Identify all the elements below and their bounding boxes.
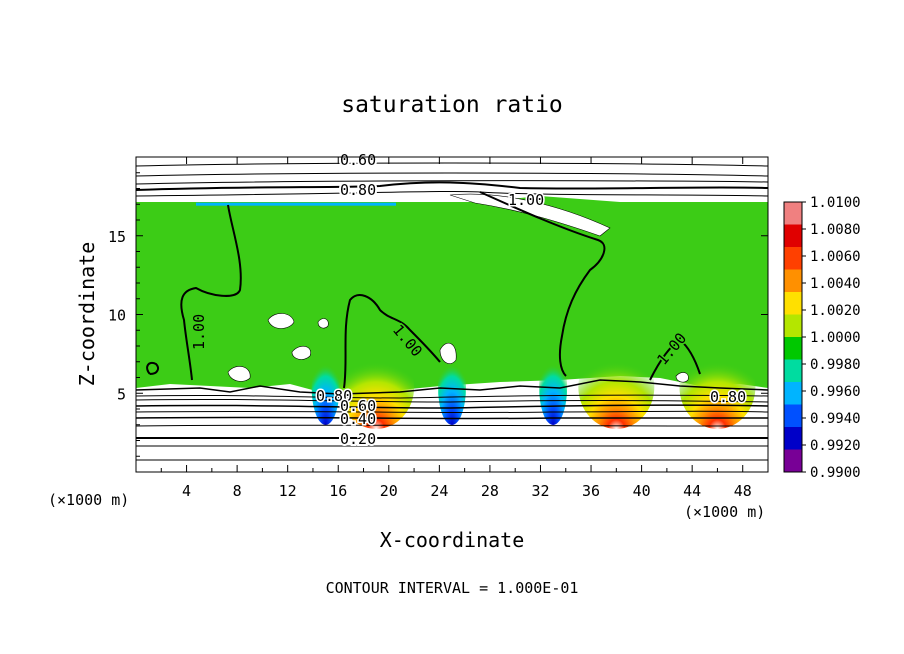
x-unit-label-left: (×1000 m) [48, 491, 129, 509]
colorbar-label-1.0040: 1.0040 [810, 276, 861, 292]
colorbar-label-0.9900: 0.9900 [810, 465, 861, 481]
x-tick-label-44: 44 [683, 482, 701, 500]
contour-label-0.80-low: 0.80 [316, 387, 352, 405]
colorbar-label-0.9940: 0.9940 [810, 411, 861, 427]
colorbar-swatch-9 [784, 404, 802, 428]
colorbar-label-0.9980: 0.9980 [810, 357, 861, 373]
x-unit-label-right: (×1000 m) [684, 503, 765, 521]
x-tick-label-36: 36 [582, 482, 600, 500]
colorbar-swatch-3 [784, 269, 802, 293]
warm-plume-1 [578, 344, 655, 429]
y-tick-label-5: 5 [117, 385, 126, 403]
x-tick-label-8: 8 [233, 482, 242, 500]
contour-label-0.80-right: 0.80 [710, 388, 746, 406]
colorbar-swatch-0 [784, 202, 802, 225]
colorbar-label-1.0100: 1.0100 [810, 195, 861, 211]
y-tick-label-15: 15 [108, 228, 126, 246]
colorbar-swatch-10 [784, 427, 802, 450]
colorbar-swatch-6 [784, 337, 802, 360]
x-tick-label-16: 16 [329, 482, 347, 500]
colorbar-swatch-7 [784, 359, 802, 383]
colorbar-label-1.0000: 1.0000 [810, 330, 861, 346]
contour-label-1.00-left: 1.00 [190, 314, 208, 350]
colorbar-label-0.9920: 0.9920 [810, 438, 861, 454]
y-tick-label-10: 10 [108, 307, 126, 325]
colorbar-swatch-2 [784, 247, 802, 270]
colorbar-label-1.0020: 1.0020 [810, 303, 861, 319]
contour-interval-note: CONTOUR INTERVAL = 1.000E-01 [326, 579, 579, 597]
y-axis-label: Z-coordinate [75, 242, 99, 387]
colorbar-swatch-4 [784, 292, 802, 315]
colorbar-label-0.9960: 0.9960 [810, 384, 861, 400]
x-axis: 4 8 12 16 20 24 28 32 36 40 44 48 [160, 157, 752, 500]
colorbar: 1.0100 1.0080 1.0060 1.0040 1.0020 1.0000 0.99… [783, 195, 861, 481]
colorbar-swatch-8 [784, 382, 802, 405]
x-tick-label-24: 24 [430, 482, 448, 500]
x-tick-label-20: 20 [380, 482, 398, 500]
warm-plume-2 [679, 344, 756, 429]
colorbar-label-1.0080: 1.0080 [810, 222, 861, 238]
x-tick-label-32: 32 [531, 482, 549, 500]
colorbar-swatch-11 [784, 449, 802, 473]
cloud-top-fringe [196, 202, 396, 206]
y-axis: 5 10 15 [108, 172, 768, 457]
dry-band-1 [438, 348, 466, 425]
colorbar-label-1.0060: 1.0060 [810, 249, 861, 265]
colorbar-swatch-1 [784, 224, 802, 248]
contour-lines [136, 162, 768, 461]
x-tick-label-40: 40 [633, 482, 651, 500]
contour-label-0.20-low: 0.20 [340, 430, 376, 448]
contour-label-1.00-anvil: 1.00 [508, 191, 544, 209]
saturated-layer [136, 196, 768, 392]
plot-area [136, 157, 768, 472]
contour-label-0.60-top: 0.60 [340, 151, 376, 169]
colorbar-swatch-5 [784, 314, 802, 338]
x-axis-label: X-coordinate [380, 528, 525, 552]
subsaturated-patches [227, 193, 689, 383]
x-tick-label-48: 48 [734, 482, 752, 500]
contour-label-0.40-low: 0.40 [340, 410, 376, 428]
x-tick-label-12: 12 [279, 482, 297, 500]
x-tick-label-28: 28 [481, 482, 499, 500]
chart-title: saturation ratio [341, 92, 563, 118]
x-tick-label-4: 4 [182, 482, 191, 500]
contour-label-0.80-top: 0.80 [340, 181, 376, 199]
contour-label-0.60-low: 0.60 [340, 397, 376, 415]
